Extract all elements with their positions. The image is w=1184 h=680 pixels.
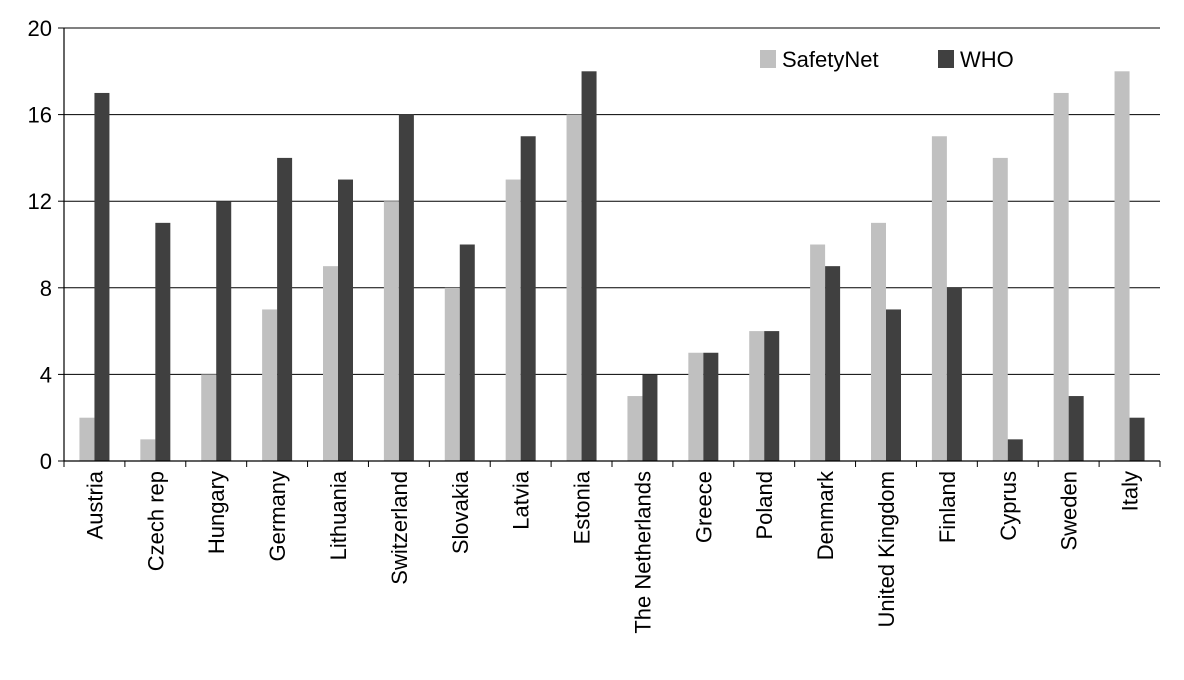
y-tick-label: 4 [40, 362, 52, 387]
x-category-label: Denmark [813, 470, 838, 560]
x-category-label: United Kingdom [874, 471, 899, 628]
x-category-label: Finland [935, 471, 960, 543]
x-category-label: Switzerland [387, 471, 412, 585]
bar-safetynet [262, 309, 278, 461]
x-category-label: Latvia [509, 470, 534, 529]
axes [63, 28, 1161, 467]
bar-who [946, 287, 962, 461]
y-tick-label: 8 [40, 276, 52, 301]
bar-who [155, 222, 171, 461]
bar-safetynet [749, 331, 765, 461]
bar-safetynet [1053, 92, 1069, 461]
bar-safetynet [566, 114, 582, 461]
x-category-label: Italy [1118, 471, 1143, 511]
bar-who [1007, 439, 1023, 461]
bar-who [94, 92, 110, 461]
bar-safetynet [810, 244, 826, 461]
bar-safetynet [627, 396, 643, 461]
y-tick-label: 12 [28, 189, 52, 214]
bar-safetynet [444, 287, 460, 461]
bar-safetynet [505, 179, 521, 462]
bar-safetynet [323, 266, 338, 461]
bar-safetynet [383, 201, 399, 461]
bar-safetynet [688, 352, 704, 461]
bar-safetynet [140, 439, 156, 461]
y-axis-ticks: 0 4 8 12 16 20 [28, 16, 64, 474]
bar-safetynet [79, 417, 95, 461]
x-category-label: Lithuania [326, 470, 351, 560]
y-tick-label: 0 [40, 449, 52, 474]
y-tick-label: 20 [28, 16, 52, 41]
bar-who [1129, 417, 1145, 461]
legend: SafetyNet WHO [760, 47, 1014, 72]
y-tick-label: 16 [28, 103, 52, 128]
x-category-label: Greece [691, 471, 716, 543]
bar-who [338, 179, 353, 462]
gridlines [64, 27, 1160, 375]
x-category-label: Slovakia [448, 470, 473, 554]
bar-safetynet [201, 374, 217, 461]
bars [79, 71, 1145, 462]
legend-label: SafetyNet [782, 47, 879, 72]
x-category-label: Cyprus [996, 471, 1021, 541]
bar-who [216, 201, 232, 461]
x-category-label: Sweden [1057, 471, 1082, 551]
bar-safetynet [871, 222, 886, 461]
bar-who [825, 266, 841, 461]
bar-safetynet [1114, 71, 1130, 462]
legend-swatch [760, 50, 776, 68]
x-category-label: Poland [752, 471, 777, 540]
bar-who [520, 136, 536, 461]
bar-who [581, 71, 597, 462]
bar-who [277, 157, 293, 461]
bar-who [1068, 396, 1084, 461]
bar-who [398, 114, 414, 461]
bar-safetynet [931, 136, 947, 461]
x-category-label: Estonia [570, 470, 595, 544]
x-category-label: The Netherlands [630, 471, 655, 634]
bar-who [642, 374, 658, 461]
x-category-label: Austria [82, 470, 107, 539]
bar-who [459, 244, 475, 461]
bar-who [764, 331, 780, 461]
bar-who [703, 352, 719, 461]
x-category-label: Czech rep [143, 471, 168, 571]
x-category-label: Germany [265, 471, 290, 561]
bar-safetynet [992, 157, 1008, 461]
x-axis-labels: Austria Czech rep Hungary Germany Lithuania S… [82, 470, 1142, 634]
legend-swatch [938, 50, 954, 68]
bar-who [886, 309, 901, 461]
x-category-label: Hungary [204, 471, 229, 554]
legend-label: WHO [960, 47, 1014, 72]
